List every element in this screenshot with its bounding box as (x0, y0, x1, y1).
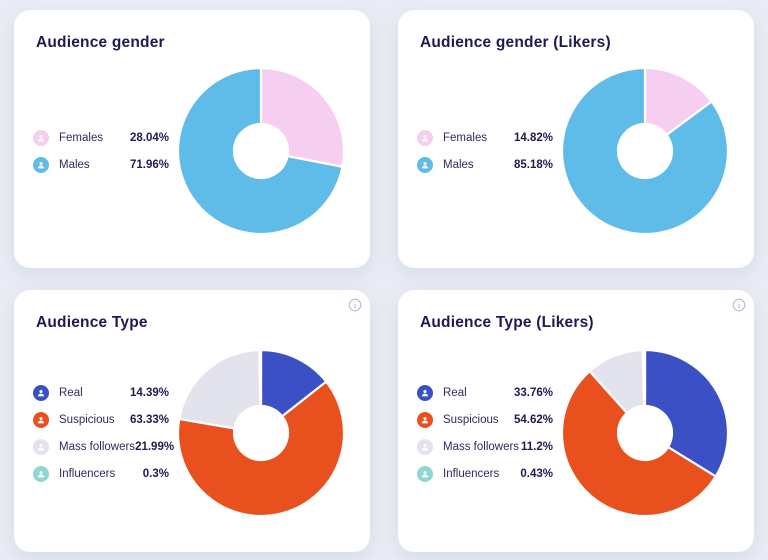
person-glyph (422, 416, 428, 423)
legend-item: Suspicious 63.33% (33, 411, 169, 428)
person-glyph (38, 470, 44, 477)
person-glyph (422, 134, 428, 141)
person-glyph (422, 161, 428, 168)
legend-item: Influencers 0.3% (33, 465, 169, 482)
legend-label: Real (59, 386, 83, 399)
legend-label: Females (59, 131, 104, 144)
person-glyph (38, 389, 44, 396)
legend-label: Mass followers (443, 440, 520, 453)
donut-slice-mass-followers[interactable] (178, 348, 262, 430)
legend-item: Real 33.76% (417, 384, 553, 401)
donut-slice-females[interactable] (643, 66, 713, 136)
donut-slice-suspicious[interactable] (176, 380, 346, 518)
person-glyph (38, 416, 44, 423)
card-title: Audience Type (36, 314, 148, 331)
card-title: Audience gender (Likers) (420, 34, 611, 51)
legend-label: Influencers (59, 467, 116, 480)
person-icon (417, 129, 433, 146)
legend-value: 33.76% (513, 386, 553, 399)
person-glyph (38, 443, 44, 450)
person-icon (417, 411, 433, 428)
legend-label: Influencers (443, 467, 500, 480)
donut-slice-influencers[interactable] (641, 348, 647, 408)
legend-label: Females (443, 131, 488, 144)
donut-slice-males[interactable] (176, 66, 344, 236)
legend-value: 54.62% (513, 413, 553, 426)
card-audience-type: Audience Type Real 14.39% Suspicious 63.33%… (14, 290, 370, 552)
donut-slice-influencers[interactable] (258, 348, 263, 408)
person-icon (33, 438, 49, 455)
legend-label: Mass followers (59, 440, 136, 453)
legend-label: Suspicious (443, 413, 499, 426)
donut-slice-males[interactable] (560, 66, 730, 236)
card-audience-gender-likers: Audience gender (Likers) Females 14.82% Ma… (398, 10, 754, 268)
donut-chart (176, 66, 346, 236)
person-icon (417, 156, 433, 173)
legend-value: 71.96% (129, 158, 169, 171)
card-body: Females 14.82% Males 85.18% (417, 52, 738, 250)
donut-slice-real[interactable] (643, 348, 730, 478)
info-icon[interactable] (732, 298, 746, 312)
card-body: Real 14.39% Suspicious 63.33% Mass followers… (33, 332, 354, 534)
person-icon (33, 411, 49, 428)
person-icon (33, 156, 49, 173)
person-icon (417, 384, 433, 401)
card-body: Females 28.04% Males 71.96% (33, 52, 354, 250)
chart-legend: Females 14.82% Males 85.18% (417, 129, 553, 173)
card-title: Audience Type (Likers) (420, 314, 594, 331)
card-audience-type-likers: Audience Type (Likers) Real 33.76% Suspici… (398, 290, 754, 552)
chart-legend: Real 14.39% Suspicious 63.33% Mass followers… (33, 384, 174, 482)
chart-legend: Females 28.04% Males 71.96% (33, 129, 169, 173)
person-glyph (422, 443, 428, 450)
donut-slice-females[interactable] (259, 66, 346, 168)
card-audience-gender: Audience gender Females 28.04% Males 71.96% (14, 10, 370, 268)
legend-value: 14.39% (129, 386, 169, 399)
legend-value: 85.18% (513, 158, 553, 171)
legend-value: 11.2% (521, 440, 553, 453)
legend-item: Mass followers 21.99% (33, 438, 174, 455)
person-glyph (422, 389, 428, 396)
legend-value: 63.33% (129, 413, 169, 426)
legend-item: Males 71.96% (33, 156, 169, 173)
legend-label: Males (443, 158, 474, 171)
legend-item: Suspicious 54.62% (417, 411, 553, 428)
donut-chart (176, 348, 346, 518)
legend-value: 0.3% (142, 467, 169, 480)
legend-item: Females 28.04% (33, 129, 169, 146)
donut-slice-suspicious[interactable] (560, 370, 717, 518)
legend-item: Females 14.82% (417, 129, 553, 146)
legend-item: Mass followers 11.2% (417, 438, 553, 455)
legend-label: Males (59, 158, 90, 171)
legend-value: 0.43% (520, 467, 553, 480)
info-icon[interactable] (348, 298, 362, 312)
person-glyph (38, 134, 44, 141)
person-icon (33, 465, 49, 482)
person-icon (33, 129, 49, 146)
legend-item: Males 85.18% (417, 156, 553, 173)
legend-value: 21.99% (135, 440, 175, 453)
legend-value: 14.82% (513, 131, 553, 144)
legend-item: Real 14.39% (33, 384, 169, 401)
person-icon (417, 438, 433, 455)
legend-label: Suspicious (59, 413, 115, 426)
person-icon (417, 465, 433, 482)
person-glyph (38, 161, 44, 168)
card-body: Real 33.76% Suspicious 54.62% Mass followers… (417, 332, 738, 534)
donut-chart (560, 66, 730, 236)
person-icon (33, 384, 49, 401)
legend-value: 28.04% (129, 131, 169, 144)
person-glyph (422, 470, 428, 477)
chart-legend: Real 33.76% Suspicious 54.62% Mass followers… (417, 384, 553, 482)
legend-item: Influencers 0.43% (417, 465, 553, 482)
legend-label: Real (443, 386, 467, 399)
card-title: Audience gender (36, 34, 165, 51)
donut-chart (560, 348, 730, 518)
